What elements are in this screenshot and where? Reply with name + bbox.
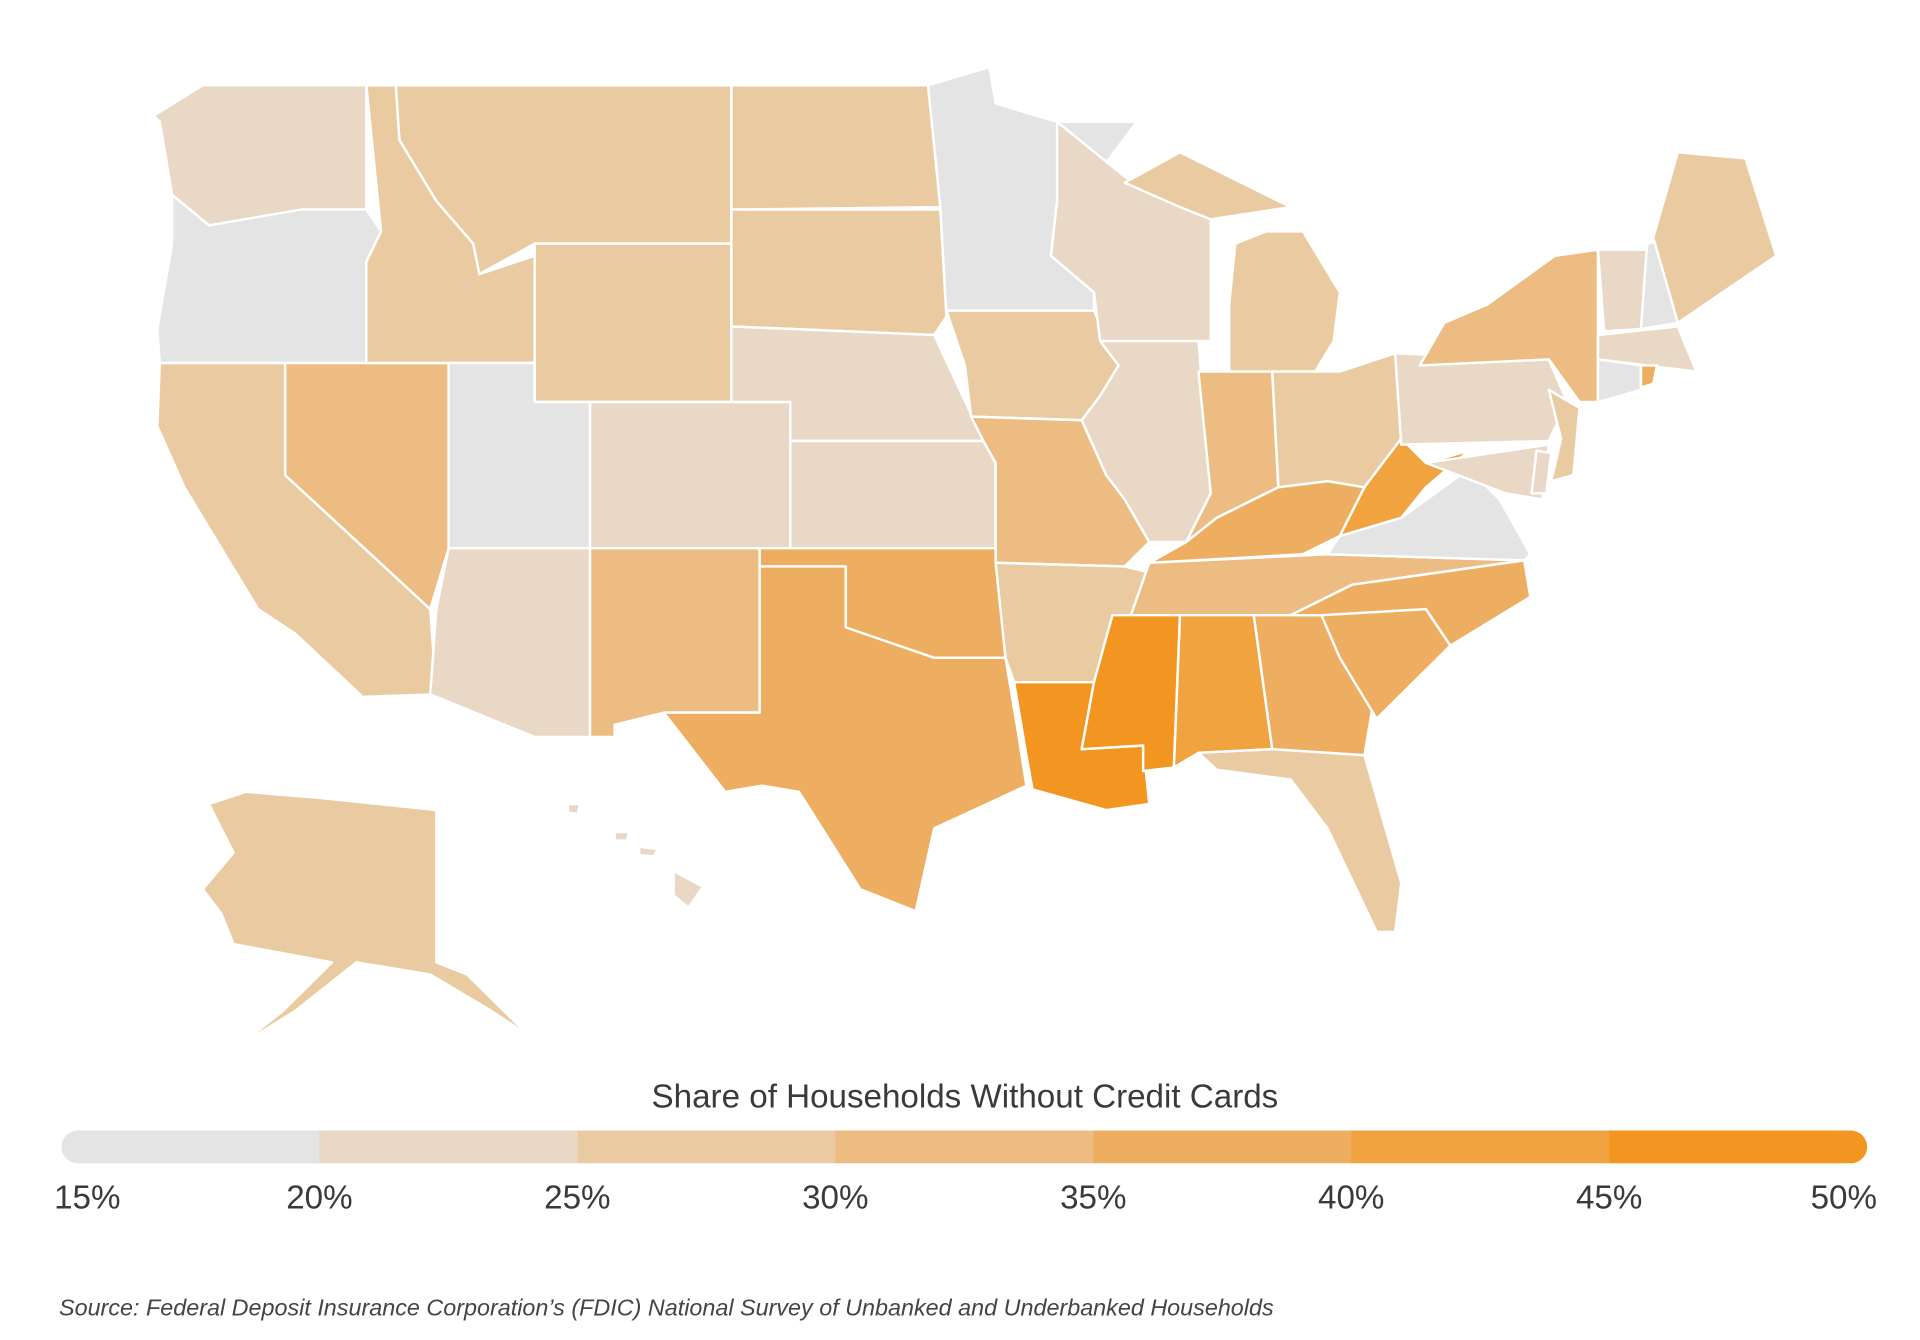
legend-swatch bbox=[1093, 1130, 1352, 1164]
state bbox=[1596, 248, 1649, 333]
state bbox=[1123, 151, 1342, 373]
state bbox=[1639, 364, 1659, 389]
state bbox=[588, 546, 761, 739]
state bbox=[1424, 443, 1551, 501]
legend-tick-label: 15% bbox=[54, 1179, 120, 1216]
state bbox=[1530, 449, 1553, 495]
state bbox=[533, 242, 733, 404]
legend-swatch bbox=[61, 1130, 321, 1164]
legend-swatch bbox=[577, 1130, 836, 1164]
legend-tick-label: 30% bbox=[802, 1179, 868, 1216]
state bbox=[662, 565, 1028, 913]
states bbox=[152, 65, 1778, 1047]
state bbox=[730, 84, 942, 211]
legend-bar bbox=[61, 1130, 1868, 1164]
legend-swatch bbox=[835, 1130, 1094, 1164]
legend-tick-label: 45% bbox=[1576, 1179, 1642, 1216]
state bbox=[1393, 352, 1569, 446]
legend-swatch bbox=[1609, 1130, 1868, 1164]
legend-tick-label: 35% bbox=[1060, 1179, 1126, 1216]
legend-tick-label: 50% bbox=[1811, 1179, 1877, 1216]
state bbox=[1547, 388, 1581, 483]
legend-swatch bbox=[319, 1130, 578, 1164]
legend-tick-label: 40% bbox=[1318, 1179, 1384, 1216]
state bbox=[566, 802, 705, 909]
state bbox=[730, 208, 948, 337]
state bbox=[428, 546, 592, 739]
state bbox=[1596, 358, 1643, 404]
state bbox=[1596, 325, 1698, 373]
state bbox=[1652, 151, 1778, 325]
state bbox=[1197, 747, 1403, 934]
legend-swatch bbox=[1351, 1130, 1610, 1164]
state bbox=[789, 439, 997, 550]
state bbox=[1289, 559, 1532, 647]
state bbox=[1326, 467, 1532, 562]
source: Source: Federal Deposit Insurance Corpor… bbox=[59, 1295, 1274, 1321]
state bbox=[156, 193, 383, 365]
legend-title: Share of Households Without Credit Cards bbox=[652, 1078, 1279, 1115]
state bbox=[201, 790, 530, 1047]
legend-tick-label: 20% bbox=[286, 1179, 352, 1216]
state bbox=[152, 84, 368, 227]
legend-tick-label: 25% bbox=[544, 1179, 610, 1216]
state bbox=[588, 400, 792, 550]
